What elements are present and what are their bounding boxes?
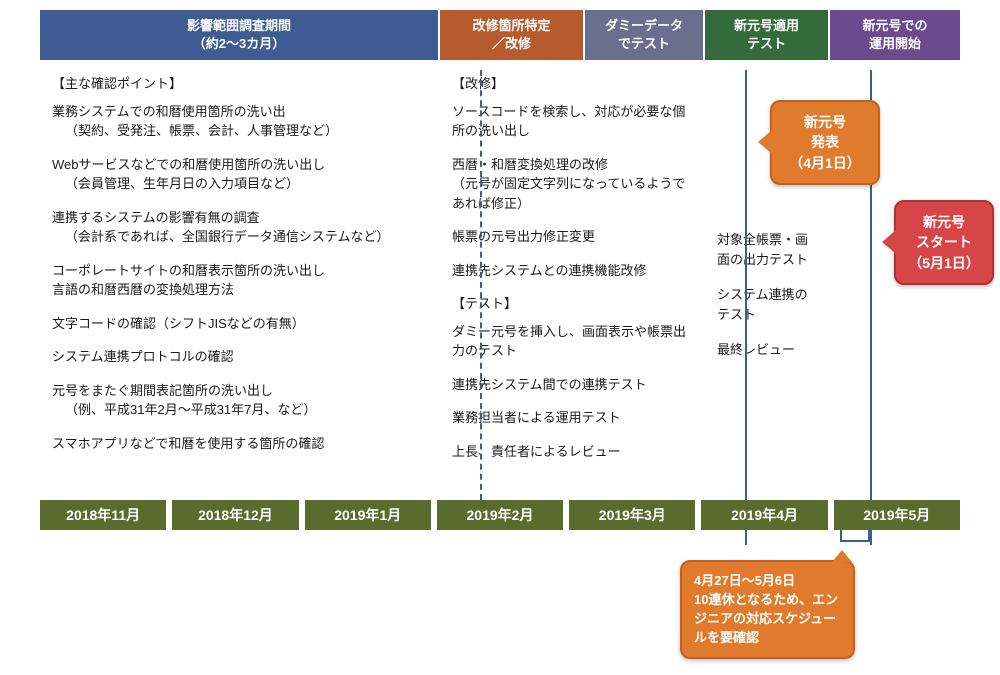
section-heading: 【テスト】 — [452, 294, 695, 314]
list-item: 帳票の元号出力修正変更 — [452, 227, 695, 247]
list-item: 業務担当者による運用テスト — [452, 408, 695, 428]
month-cell: 2019年4月 — [701, 500, 827, 530]
list-item: 文字コードの確認（シフトJISなどの有無） — [52, 314, 430, 334]
month-cell: 2018年11月 — [40, 500, 166, 530]
list-item: 西暦・和暦変換処理の改修 （元号が固定文字列になっているようであれば修正） — [452, 155, 695, 214]
month-cell: 2019年3月 — [569, 500, 695, 530]
list-item: コーポレートサイトの和暦表示箇所の洗い出し 言語の和暦西暦の変換処理方法 — [52, 261, 430, 300]
list-item: 上長、責任者によるレビュー — [452, 442, 695, 462]
list-item: 元号をまたぐ期間表記箇所の洗い出し（例、平成31年2月～平成31年7月、など） — [52, 381, 430, 420]
callout-line: （4月1日） — [784, 153, 866, 173]
phase-header-row: 影響範囲調査期間（約2～3カ月）改修箇所特定／改修ダミーデータでテスト新元号適用… — [40, 10, 960, 60]
divider-solid-a — [745, 70, 747, 545]
column-investigation: 【主な確認ポイント】業務システムでの和暦使用箇所の洗い出（契約、受発注、帳票、会… — [40, 60, 440, 490]
callout-announcement: 新元号 発表 （4月1日） — [770, 100, 880, 185]
section-heading: 【主な確認ポイント】 — [52, 74, 430, 94]
arrow-left-icon — [758, 130, 772, 154]
callout-line: （5月1日） — [908, 253, 980, 273]
chart-container: 影響範囲調査期間（約2～3カ月）改修箇所特定／改修ダミーデータでテスト新元号適用… — [40, 10, 960, 490]
list-item: 対象全帳票・画面の出力テスト — [717, 230, 820, 269]
arrow-up-icon — [832, 550, 852, 562]
callout-line: 新元号 — [784, 112, 866, 132]
phase-cell: ダミーデータでテスト — [585, 10, 705, 60]
month-cell: 2019年2月 — [437, 500, 563, 530]
list-item: 最終レビュー — [717, 340, 820, 360]
list-item: ソースコードを検索し、対応が必要な個所の洗い出し — [452, 102, 695, 141]
list-item: 連携先システムとの連携機能改修 — [452, 261, 695, 281]
arrow-left-icon — [882, 230, 896, 254]
callout-line: 新元号 — [908, 212, 980, 232]
list-item: システム連携のテスト — [717, 285, 820, 324]
month-cell: 2019年1月 — [305, 500, 431, 530]
month-cell: 2019年5月 — [834, 500, 960, 530]
phase-cell: 改修箇所特定／改修 — [440, 10, 585, 60]
section-heading: 【改修】 — [452, 74, 695, 94]
timeline-row: 2018年11月2018年12月2019年1月2019年2月2019年3月201… — [40, 500, 960, 530]
list-item: 連携するシステムの影響有無の調査（会計系であれば、全国銀行データ通信システムなど… — [52, 208, 430, 247]
callout-line: 発表 — [784, 132, 866, 152]
phase-cell: 影響範囲調査期間（約2～3カ月） — [40, 10, 440, 60]
list-item: スマホアプリなどで和暦を使用する箇所の確認 — [52, 434, 430, 454]
list-item: 業務システムでの和暦使用箇所の洗い出（契約、受発注、帳票、会計、人事管理など） — [52, 102, 430, 141]
divider-dashed — [480, 70, 482, 500]
callout-line: スタート — [908, 232, 980, 252]
list-item: ダミー元号を挿入し、画面表示や帳票出力のテスト — [452, 322, 695, 361]
bracket-line — [840, 530, 870, 542]
list-item: 連携先システム間での連携テスト — [452, 375, 695, 395]
callout-holiday: 4月27日～5月6日 10連休となるため、エンジニアの対応スケジュールを要確認 — [680, 560, 855, 659]
phase-cell: 新元号適用テスト — [705, 10, 830, 60]
callout-text: 4月27日～5月6日 10連休となるため、エンジニアの対応スケジュールを要確認 — [694, 572, 841, 647]
callout-start: 新元号 スタート （5月1日） — [894, 200, 994, 285]
list-item: Webサービスなどでの和暦使用箇所の洗い出し（会員管理、生年月日の入力項目など） — [52, 155, 430, 194]
list-item: システム連携プロトコルの確認 — [52, 347, 430, 367]
phase-cell: 新元号での運用開始 — [830, 10, 960, 60]
month-cell: 2018年12月 — [172, 500, 298, 530]
